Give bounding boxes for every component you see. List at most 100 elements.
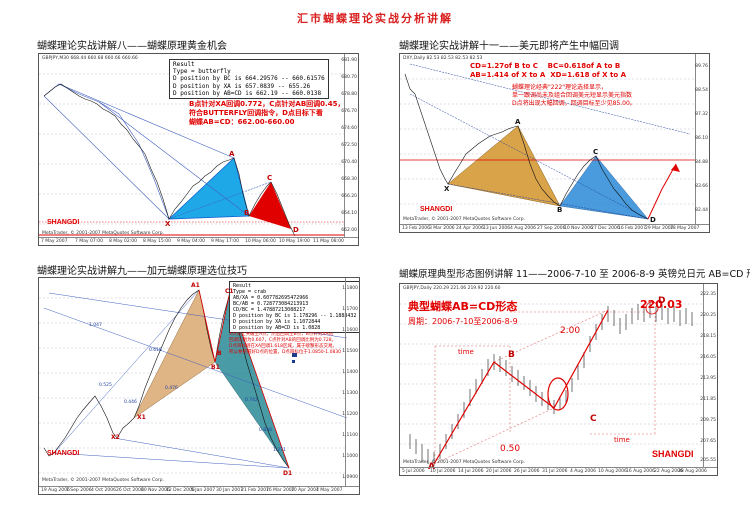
panel2-plot — [400, 63, 696, 220]
p1-price-tick: 670.40 — [341, 160, 357, 165]
panel2-header: DXY,Daily 82.53 82.53 82.53 82.53 — [403, 56, 483, 61]
panel4-price-axis: 222.35 220.25 218.15 216.05 213.95 211.8… — [700, 284, 717, 467]
p1-info-line: D position by XA is 657.0839 -- 655.26 — [173, 82, 311, 90]
p2-price-tick: 87.32 — [695, 112, 708, 117]
p2-date-tick: 27 Sep 2006 — [537, 226, 566, 231]
p1-date-tick: 11 May 08:00 — [313, 239, 344, 244]
panel3-date-axis: 19 Aug 2006 7 Sep 2006 4 Oct 2006 26 Oct… — [39, 486, 359, 494]
p1-info-line: Type = butterfly — [173, 68, 231, 76]
p3-note-line: 回调比例为0.607，C点针对AB的回调比例为0.728， — [229, 338, 337, 343]
p2-date-tick: 16 Feb 2007 — [618, 226, 647, 231]
p3-note-line: X点向上突破至A点，然后回调至B点，B点针对XA的 — [229, 332, 333, 337]
p3-ratio-label: 1.047 — [89, 323, 102, 328]
p3-info-line: D position by XA is 1.1072844 — [233, 319, 321, 325]
panel4-date-axis: 5 Jul 2006 10 Jul 2006 14 Jul 2006 20 Ju… — [400, 467, 717, 475]
p1-point-d: D — [293, 226, 299, 234]
p4-date-tick: 10 Jul 2006 — [430, 469, 456, 474]
p3-date-tick: 7 Sep 2006 — [66, 488, 92, 493]
panel2-note: 蝴蝶理论经典"222"理论选择显示， 单一跟调尚未及组合回调美元短显示美元指数 … — [512, 84, 636, 108]
p4-price-tick: 216.05 — [700, 355, 716, 360]
p2-date-tick: 3 Mar 2006 — [429, 226, 455, 231]
p3-point-d1: D1 — [283, 470, 293, 477]
p2-date-tick: 27 Dec 2006 — [591, 226, 620, 231]
p4-point-d: D — [658, 296, 666, 306]
p4-price-tick: 213.95 — [700, 376, 716, 381]
panel1-caption: 蝴蝶理论实战讲解八——蝴蝶原理黄金机会 — [37, 41, 227, 52]
p1-info-line: D position by AB=CD is 662.19 -- 660.013… — [173, 89, 322, 97]
p2-price-tick: 88.54 — [695, 88, 708, 93]
p1-date-tick: 8 May 02:00 — [109, 239, 137, 244]
p2-point-b: B — [557, 206, 563, 214]
p3-date-tick: 19 Aug 2006 — [41, 488, 70, 493]
p2-note-line: 蝴蝶理论经典"222"理论选择显示， — [512, 84, 607, 91]
p4-price-tick: 207.65 — [700, 439, 716, 444]
p1-info-line: Result — [173, 61, 195, 68]
panel2-date-axis: 13 Feb 2006 3 Mar 2006 24 Apr 2006 13 Ju… — [400, 224, 709, 232]
p1-date-tick: 8 May 15:00 — [143, 239, 171, 244]
p3-point-a1: A1 — [191, 282, 200, 289]
panel3-caption: 蝴蝶理论实战讲解九——加元蝴蝶原理选位技巧 — [37, 266, 247, 277]
panel4-time-label-1: time — [458, 348, 474, 356]
panel4-ratio-bottom: 0.50 — [500, 444, 521, 454]
p1-price-tick: 676.70 — [341, 109, 357, 114]
p4-date-tick: 10 Aug 2006 — [598, 469, 627, 474]
p2-ratio: BC=0.618of A to B — [547, 62, 621, 70]
p4-point-b: B — [508, 350, 515, 360]
p3-date-tick: 20 Nov 2006 — [141, 488, 170, 493]
p1-price-tick: 668.30 — [341, 177, 357, 182]
p3-price-tick: 1.1500 — [342, 349, 358, 354]
p1-price-tick: 672.50 — [341, 143, 357, 148]
p1-point-a: A — [229, 150, 235, 158]
panel4-footer: MetaTrader, © 2001-2007 MetaQuotes Softw… — [403, 460, 526, 465]
panel2-brand: SHANGDI — [420, 206, 453, 213]
p3-ratio-label: 0.838 — [259, 428, 272, 433]
p3-info-line: D position by BC is 1.178296 -- 1.188843… — [233, 313, 357, 319]
p3-info-line: CD/BC = 1.47887213088217 — [233, 307, 306, 313]
p3-ratio-label: 0.476 — [165, 386, 178, 391]
p4-price-tick: 209.75 — [700, 418, 716, 423]
p3-info-line: Type = crab — [233, 289, 267, 295]
p1-point-x: X — [165, 220, 171, 228]
p1-price-tick: 662.00 — [341, 228, 357, 233]
panel4-pattern-title: 典型蝴蝶AB=CD形态 — [408, 300, 518, 313]
p4-price-tick: 218.15 — [700, 334, 716, 339]
p4-date-tick: 26 Jul 2006 — [514, 469, 540, 474]
p2-date-tick: 29 Mar 2007 — [645, 226, 674, 231]
p4-date-tick: 4 Aug 2006 — [570, 469, 596, 474]
p4-date-tick: 28 Aug 2006 — [678, 469, 707, 474]
panel4-caption: 蝴蝶原理典型形态图例讲解 11——2006-7-10 至 2006-8-9 英镑… — [399, 269, 750, 280]
panel2-caption: 蝴蝶理论实战讲解十一——美元即将产生中幅回调 — [399, 41, 619, 52]
p2-price-tick: 84.88 — [695, 160, 708, 165]
panel4-chart: GBPJPY,Daily 220.29 221.06 219.92 220.60 — [399, 283, 718, 476]
p4-date-tick: 20 Jul 2006 — [486, 469, 512, 474]
panel3-plot — [39, 289, 348, 474]
p3-point-x2: X2 — [111, 434, 120, 441]
p4-price-tick: 222.35 — [700, 292, 716, 297]
p1-price-tick: 681.90 — [341, 58, 357, 63]
p3-note-line: 所以要把握好D点的位置，D点目标位于1.0850-1.0830 — [229, 350, 342, 355]
panel1-plot — [39, 73, 344, 237]
p1-info-line: D position by BC is 664.29576 -- 660.615… — [173, 75, 325, 83]
p3-price-tick: 1.0900 — [342, 475, 358, 480]
p4-date-tick: 22 Aug 2006 — [654, 469, 683, 474]
p1-note-line: 蝴蝶AB=CD：662.00-660.00 — [189, 118, 295, 126]
p3-ratio-label: 1.271 — [273, 448, 286, 453]
p2-ratio: AB=1.414 of X to A — [470, 71, 546, 79]
panel3-note: X点向上突破至A点，然后回调至B点，B点针对XA的 回调比例为0.607，C点针… — [229, 332, 347, 356]
p3-point-b1: B1 — [211, 364, 220, 371]
p3-info-line: AB/XA = 0.607782695472966 — [233, 295, 309, 301]
p4-point-c: C — [590, 414, 597, 424]
panel1-price-axis: 681.90 680.70 678.80 676.70 674.60 672.5… — [341, 54, 358, 237]
p2-price-tick: 82.44 — [695, 208, 708, 213]
p1-point-c: C — [267, 174, 273, 182]
p4-price-tick: 220.25 — [700, 313, 716, 318]
panel1-result-box: Result Type = butterfly D position by BC i… — [169, 59, 329, 100]
p1-date-tick: 9 May 17:00 — [211, 239, 239, 244]
p3-ratio-label: 0.742 — [245, 398, 258, 403]
p3-date-tick: 16 Mar 2007 — [266, 488, 295, 493]
p3-date-tick: 26 Oct 2006 — [116, 488, 144, 493]
p4-date-tick: 31 Jul 2006 — [542, 469, 568, 474]
p3-price-tick: 1.1700 — [342, 307, 358, 312]
panel3-brand: SHANGDI — [47, 450, 80, 457]
p4-price-tick: 205.55 — [700, 458, 716, 463]
